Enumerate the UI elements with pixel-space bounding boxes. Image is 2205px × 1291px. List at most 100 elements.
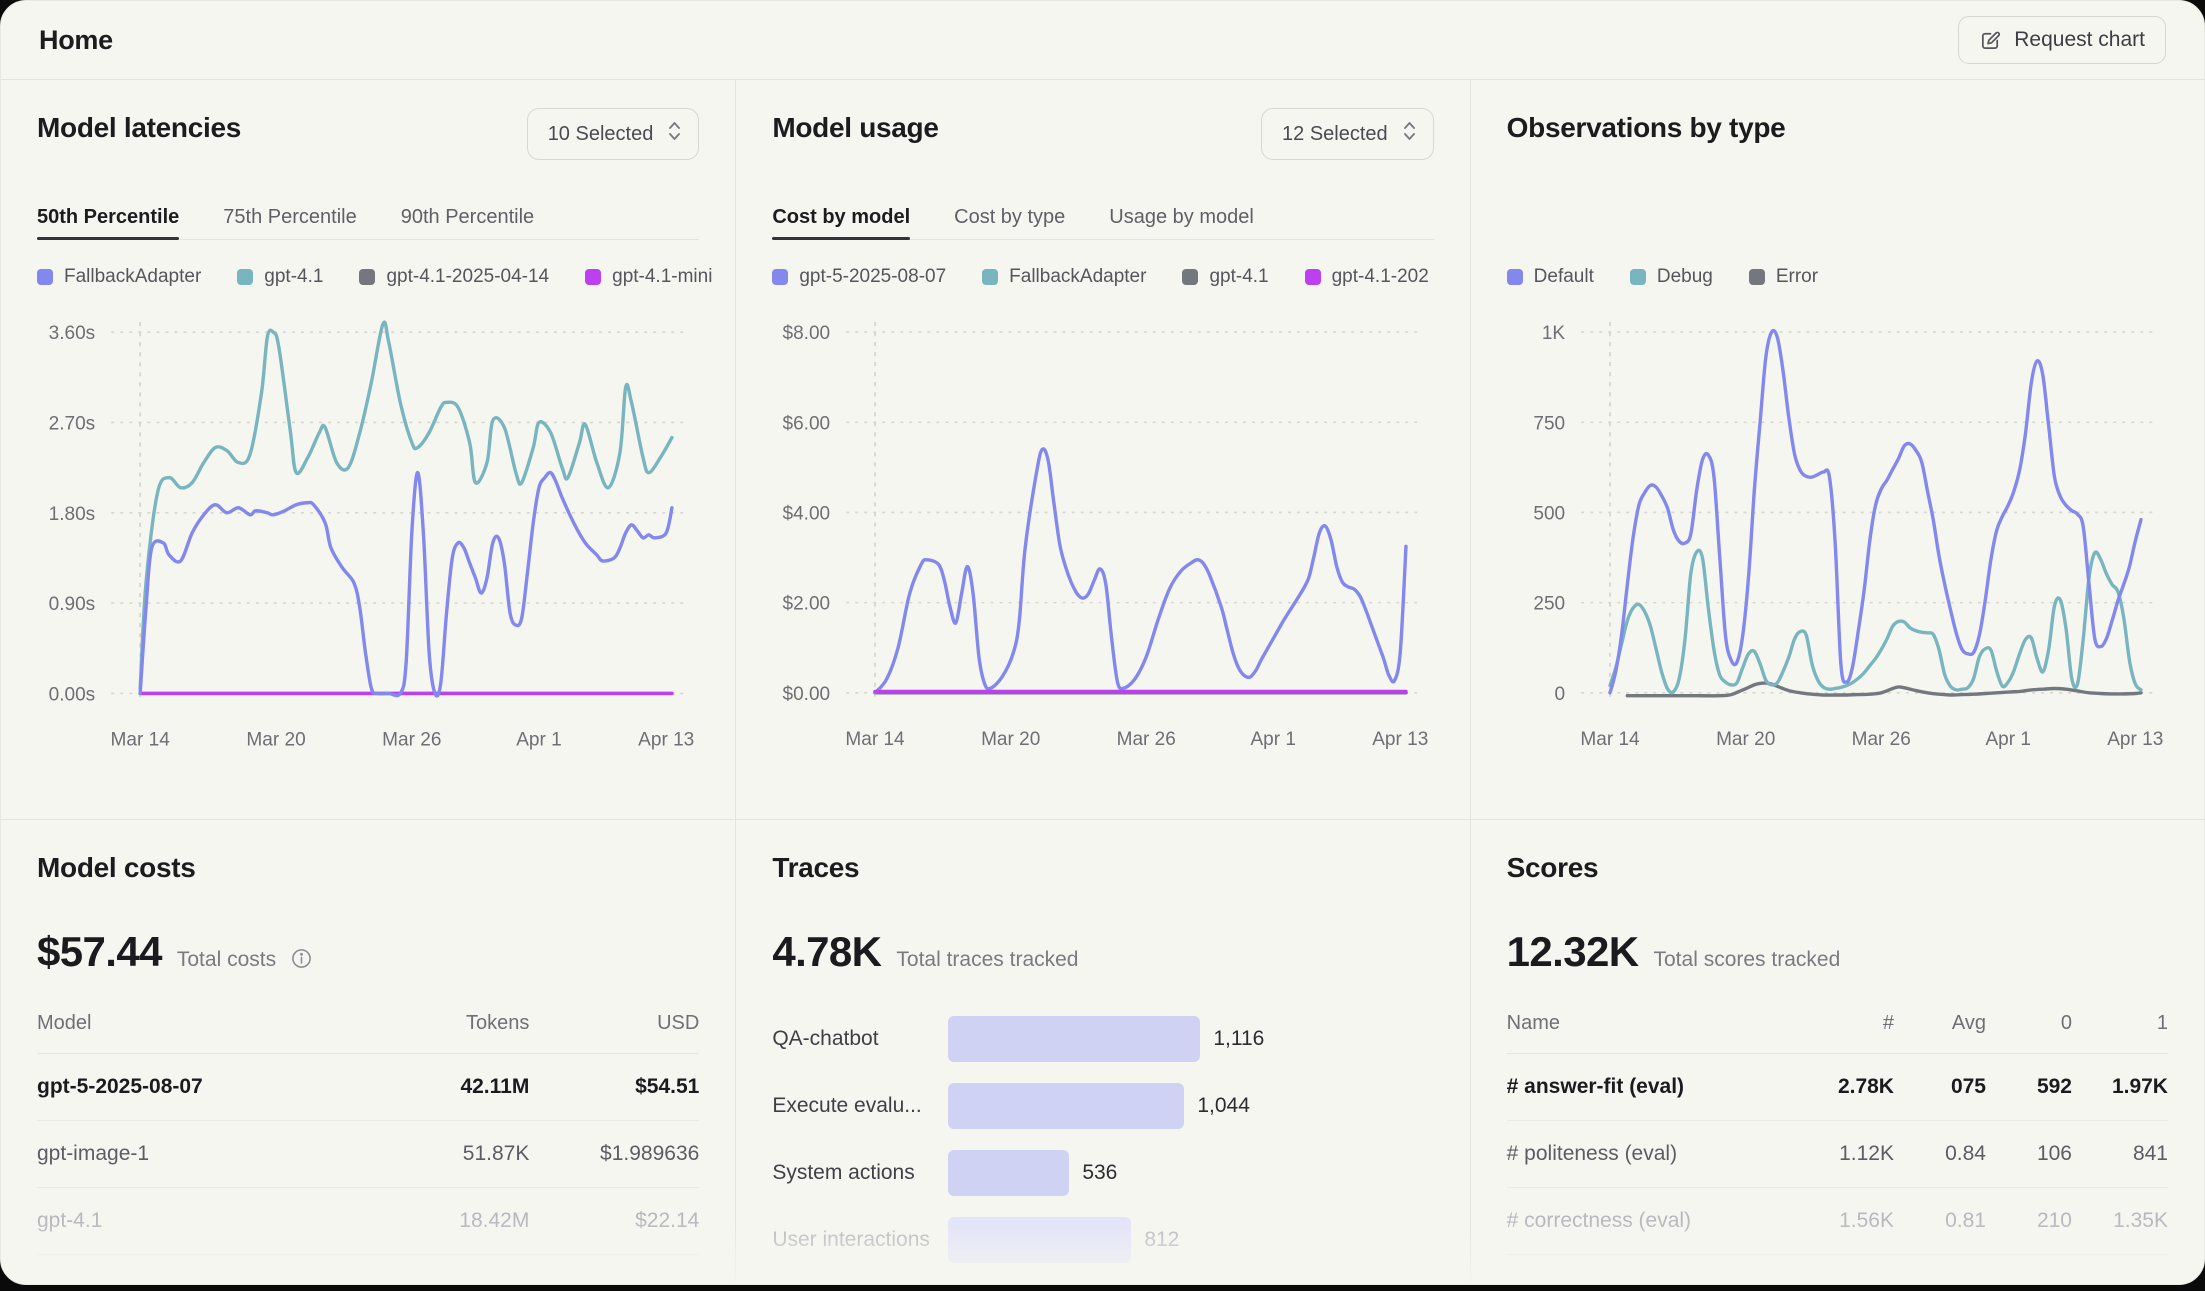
svg-text:Apr 13: Apr 13 <box>638 730 694 751</box>
usage-tabs: Cost by model Cost by type Usage by mode… <box>772 186 1434 240</box>
svg-text:1K: 1K <box>1542 323 1566 344</box>
legend-item: gpt-4.1 <box>1182 266 1269 288</box>
svg-text:0.90s: 0.90s <box>49 594 96 615</box>
legend-swatch-icon <box>359 269 376 285</box>
percentile-tab[interactable]: 90th Percentile <box>401 186 534 239</box>
dashboard-grid: Model latencies 10 Selected 50th Percent… <box>1 80 2204 1284</box>
trace-name: Execute evalu... <box>772 1094 922 1117</box>
trace-bar <box>948 1083 1185 1129</box>
total-scores-value: 12.32K <box>1506 928 1639 975</box>
svg-text:750: 750 <box>1533 413 1565 434</box>
usage-tab[interactable]: Usage by model <box>1109 186 1254 239</box>
panel-model-usage: Model usage 12 Selected Cost by model Co… <box>735 80 1470 819</box>
panel-title-usage: Model usage <box>772 112 939 143</box>
svg-text:500: 500 <box>1533 503 1565 524</box>
percentile-tab[interactable]: 75th Percentile <box>223 186 356 239</box>
usage-tab[interactable]: Cost by model <box>772 186 910 240</box>
scores-table-row[interactable]: # correctness (eval) 1.56K 0.81 210 1.35… <box>1506 1188 2168 1255</box>
chevron-up-down-icon <box>667 119 682 149</box>
score-count-cell: 1.56K <box>1839 1209 1894 1232</box>
usage-legend: gpt-5-2025-08-07 FallbackAdapter gpt-4.1 <box>772 266 1433 288</box>
usage-model-selector[interactable]: 12 Selected <box>1261 108 1434 160</box>
costs-table-row[interactable]: gpt-5-2025-08-07 42.11M $54.51 <box>37 1054 700 1121</box>
svg-text:0: 0 <box>1554 684 1565 705</box>
svg-text:2.70s: 2.70s <box>49 413 96 434</box>
legend-item: gpt-4.1-2025-04-14 <box>359 266 549 288</box>
tokens-cell: 18.42M <box>459 1209 530 1232</box>
score-name-cell: # politeness (eval) <box>1506 1142 1678 1165</box>
svg-text:Mar 14: Mar 14 <box>1580 729 1640 750</box>
score-count-cell: 2.78K <box>1837 1075 1894 1098</box>
svg-text:Apr 13: Apr 13 <box>1373 729 1429 750</box>
total-costs-value: $57.44 <box>37 928 162 975</box>
legend-swatch-icon <box>237 269 254 285</box>
score-one-cell: 1.35K <box>2113 1209 2168 1232</box>
legend-item: Error <box>1748 266 1818 288</box>
panel-traces: Traces 4.78K Total traces tracked QA-cha… <box>735 819 1470 1284</box>
trace-bar-row[interactable]: Execute evalu... 1,044 <box>772 1083 1433 1129</box>
panel-observations: Observations by type Default Debug <box>1469 80 2204 819</box>
trace-count: 536 <box>1082 1161 1118 1184</box>
latencies-model-selector[interactable]: 10 Selected <box>526 108 700 160</box>
scores-table-row[interactable]: # politeness (eval) 1.12K 0.84 106 841 <box>1506 1121 2168 1188</box>
scores-table: Name # Avg 0 1 # answer-fit (eval) 2.78K… <box>1506 1012 2168 1255</box>
panel-title-observations: Observations by type <box>1506 112 1786 143</box>
percentile-tab[interactable]: 50th Percentile <box>37 186 180 240</box>
trace-count: 812 <box>1144 1228 1180 1251</box>
page-title: Home <box>39 24 113 55</box>
trace-bar-row[interactable]: System actions 536 <box>772 1150 1433 1196</box>
panel-title-traces: Traces <box>772 852 860 883</box>
score-count-cell: 1.12K <box>1839 1142 1894 1165</box>
costs-table-row[interactable]: gpt-4.1 18.42M $22.14 <box>37 1188 700 1255</box>
legend-swatch-icon <box>1506 269 1523 285</box>
legend-swatch-icon <box>772 269 789 285</box>
traces-bar-chart: QA-chatbot 1,116 Execute evalu... 1,044 … <box>772 1016 1433 1263</box>
legend-item: Debug <box>1629 266 1713 288</box>
svg-text:Mar 14: Mar 14 <box>111 730 171 751</box>
legend-item: Default <box>1506 266 1594 288</box>
model-costs-table: Model Tokens USD gpt-5-2025-08-07 42.11M… <box>37 1012 700 1255</box>
score-avg-cell: 0.81 <box>1945 1209 1986 1232</box>
trace-bar-row[interactable]: QA-chatbot 1,116 <box>772 1016 1433 1062</box>
svg-text:Apr 1: Apr 1 <box>1251 729 1296 750</box>
panel-title-latencies: Model latencies <box>37 112 242 143</box>
chevron-up-down-icon <box>1402 119 1417 149</box>
edit-pencil-icon <box>1979 29 2002 52</box>
total-scores-label: Total scores tracked <box>1653 948 1841 971</box>
usage-line-chart: $0.00 $2.00 $4.00 $6.00 $8.00 Mar 14 Mar 20 Mar… <box>772 292 1433 763</box>
costs-table-row[interactable]: gpt-image-1 51.87K $1.989636 <box>37 1121 700 1188</box>
trace-bar-row[interactable]: User interactions 812 <box>772 1217 1433 1263</box>
svg-text:Mar 20: Mar 20 <box>981 729 1040 750</box>
trace-name: User interactions <box>772 1228 930 1251</box>
percentile-tabs: 50th Percentile 75th Percentile 90th Per… <box>37 186 700 240</box>
legend-item: FallbackAdapter <box>37 266 201 288</box>
legend-swatch-icon <box>37 269 53 285</box>
costs-table-header: Model Tokens USD <box>37 1012 700 1054</box>
svg-text:$6.00: $6.00 <box>783 413 831 434</box>
svg-text:Mar 20: Mar 20 <box>246 730 305 751</box>
info-icon[interactable] <box>291 948 312 974</box>
observations-legend: Default Debug Error <box>1506 266 2168 288</box>
request-chart-button[interactable]: Request chart <box>1958 16 2166 64</box>
usage-tab[interactable]: Cost by type <box>954 186 1065 239</box>
svg-text:$4.00: $4.00 <box>783 503 831 524</box>
trace-count: 1,044 <box>1197 1094 1250 1117</box>
svg-text:Mar 20: Mar 20 <box>1716 729 1775 750</box>
legend-swatch-icon <box>1748 269 1765 285</box>
score-zero-cell: 592 <box>2036 1075 2072 1098</box>
panel-model-latencies: Model latencies 10 Selected 50th Percent… <box>1 80 736 819</box>
legend-item: gpt-4.1-mini <box>585 266 712 288</box>
svg-text:1.80s: 1.80s <box>49 504 96 525</box>
svg-text:$8.00: $8.00 <box>783 323 831 344</box>
svg-text:$0.00: $0.00 <box>783 684 831 705</box>
score-avg-cell: 075 <box>1950 1075 1986 1098</box>
legend-swatch-icon <box>1304 269 1321 285</box>
panel-scores: Scores 12.32K Total scores tracked Name … <box>1469 819 2204 1284</box>
scores-table-row[interactable]: # answer-fit (eval) 2.78K 075 592 1.97K <box>1506 1054 2168 1121</box>
total-traces-label: Total traces tracked <box>896 948 1079 971</box>
legend-item: gpt-4.1-202 <box>1304 266 1429 288</box>
latency-line-chart: 0.00s 0.90s 1.80s 2.70s 3.60s Mar 14 Mar 20 Mar… <box>37 292 699 764</box>
score-one-cell: 841 <box>2132 1142 2168 1165</box>
latencies-legend: FallbackAdapter gpt-4.1 gpt-4.1-2025-04-… <box>37 266 712 288</box>
